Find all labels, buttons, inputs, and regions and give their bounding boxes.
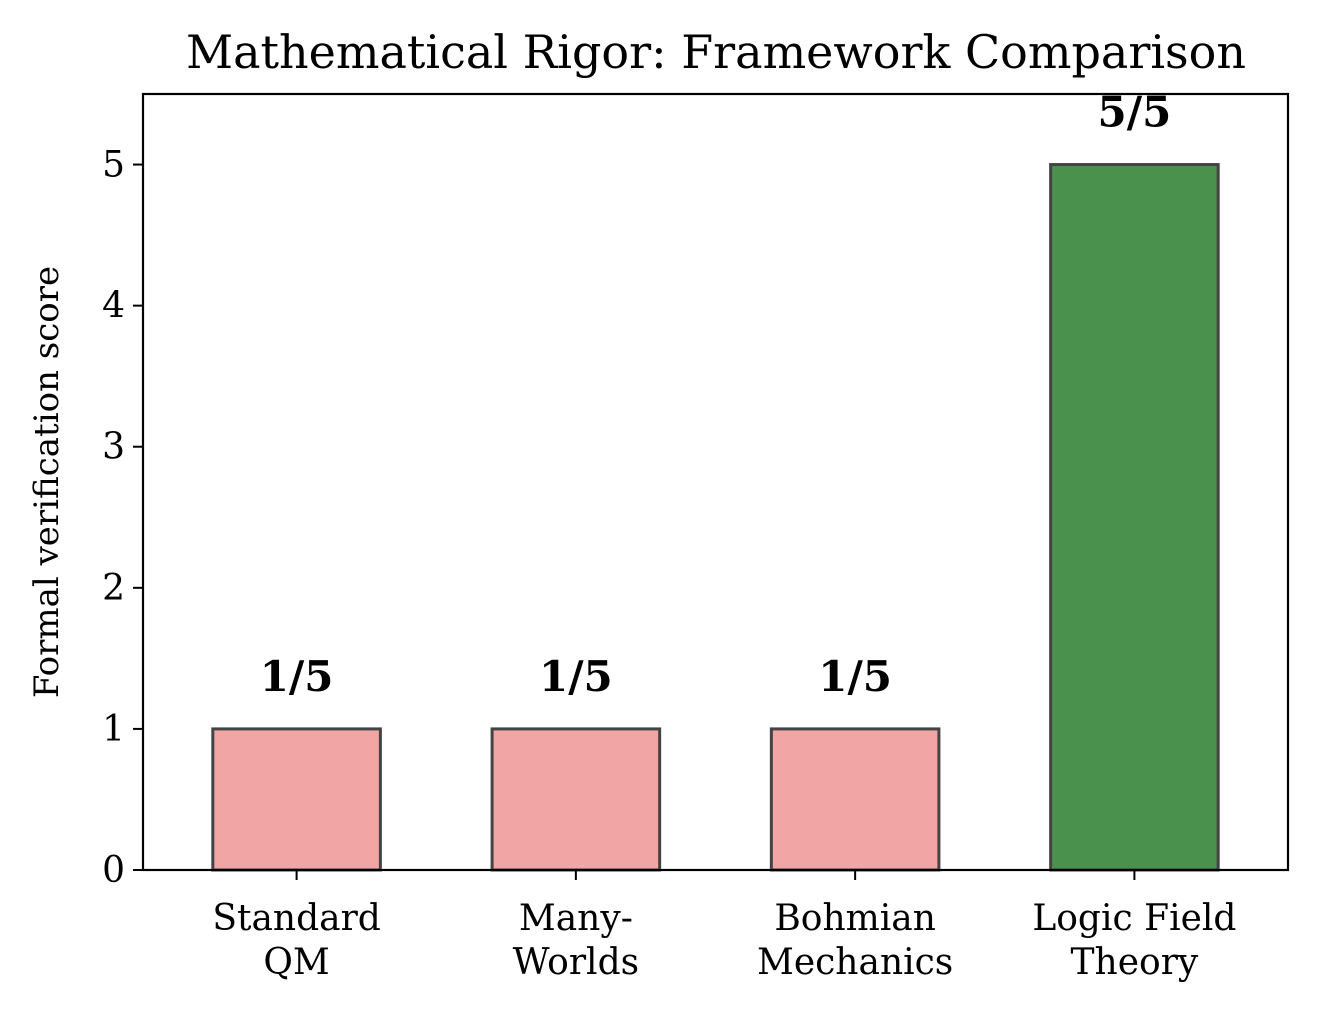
y-axis-label: Formal verification score bbox=[27, 266, 67, 698]
chart-title: Mathematical Rigor: Framework Comparison bbox=[186, 25, 1246, 79]
bar bbox=[211, 727, 382, 872]
x-tick-label: Many-Worlds bbox=[513, 898, 639, 983]
plot-area-frame bbox=[141, 92, 1290, 872]
y-tick-label: 3 bbox=[102, 427, 125, 468]
bar-data-label: 5/5 bbox=[1098, 88, 1172, 137]
y-tick-label: 4 bbox=[102, 286, 125, 327]
bar bbox=[490, 727, 662, 872]
bar bbox=[769, 727, 941, 872]
bars-group bbox=[211, 163, 1220, 872]
x-tick-label: Bohmian Mechanics bbox=[757, 898, 953, 983]
y-tick-label: 2 bbox=[102, 568, 125, 609]
bar-data-label: 1/5 bbox=[539, 652, 613, 701]
data-labels-group: 1/5 1/5 1/5 5/5 bbox=[260, 88, 1172, 701]
y-axis-ticks: 0 1 2 3 4 5 bbox=[102, 145, 143, 891]
bar-data-label: 1/5 bbox=[818, 652, 892, 701]
x-tick-label: Standard QM bbox=[212, 898, 381, 983]
bar bbox=[1049, 163, 1220, 872]
y-tick-label: 0 bbox=[102, 850, 125, 891]
x-tick-label: Logic Field Theory bbox=[1032, 898, 1236, 983]
x-axis-ticks: Standard QM Many-Worlds Bohmian Mechanics Log… bbox=[212, 870, 1236, 983]
y-tick-label: 1 bbox=[102, 709, 125, 750]
bar-data-label: 1/5 bbox=[260, 652, 334, 701]
y-tick-label: 5 bbox=[102, 145, 125, 186]
